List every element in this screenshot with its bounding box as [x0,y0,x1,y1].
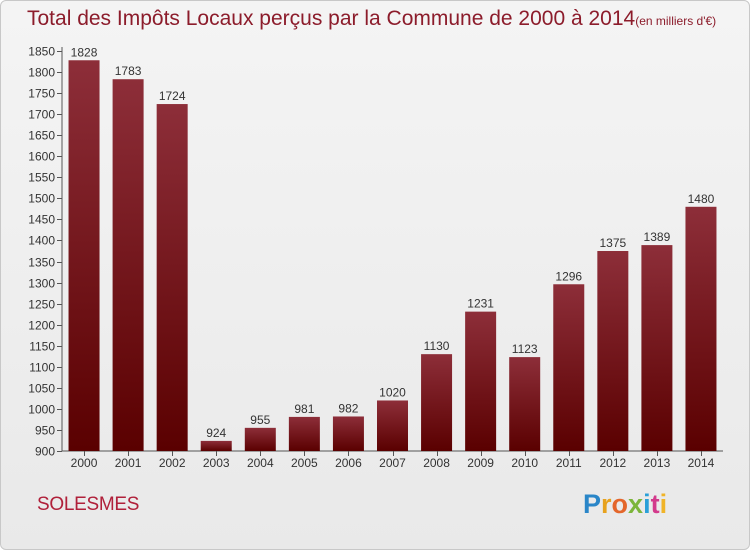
x-tick-label: 2011 [556,456,582,470]
x-tick-label: 2010 [511,456,538,470]
bar-value-label: 1828 [71,45,98,59]
bar [377,400,408,451]
y-tick-label: 1550 [28,171,55,185]
bar [509,357,541,451]
x-tick-label: 2009 [467,456,494,470]
x-tick-label: 2005 [291,456,318,470]
bar-value-label: 981 [294,402,314,416]
bar-value-label: 1375 [599,236,626,250]
y-tick-label: 900 [35,445,55,459]
logo-letter: t [650,489,660,519]
y-tick-label: 1800 [28,66,55,80]
bar-value-label: 955 [250,413,270,427]
bars [68,60,717,452]
logo-letter: r [601,489,612,519]
bar [553,284,585,451]
y-tick-label: 1750 [28,87,55,101]
data-labels: 1828 1783 1724 924 955 981 982 1020 1130 1231 1123… [71,45,715,440]
bar-value-label: 1724 [159,89,186,103]
bar-value-label: 1389 [644,230,671,244]
x-tick-label: 2000 [71,456,98,470]
bar [112,79,144,452]
y-tick-label: 1150 [29,340,55,354]
y-tick-label: 1850 [28,45,55,59]
commune-name: SOLESMES [37,494,140,515]
bar-value-label: 1296 [555,269,582,283]
x-tick-label: 2002 [159,456,186,470]
x-tick-label: 2006 [335,456,362,470]
x-tick-label: 2003 [203,456,230,470]
bar [597,251,629,451]
bar [244,427,276,451]
bar [68,60,100,452]
y-tick-label: 1300 [28,277,55,291]
bar-value-label: 924 [206,426,226,440]
x-axis: 2000 2001 2002 2003 2004 2005 2006 2007 2008 2009… [62,450,723,470]
bar-value-label: 1231 [467,297,494,311]
x-tick-label: 2012 [599,456,626,470]
bar [156,104,188,451]
y-tick-label: 1350 [28,256,55,270]
logo-letter: o [611,489,629,519]
y-tick-label: 1050 [28,382,55,396]
y-tick-label: 950 [35,424,55,438]
logo-letter: i [659,489,668,519]
y-tick-label: 1100 [29,361,55,375]
y-tick-label: 1700 [28,108,55,122]
logo-letter: x [628,489,644,519]
logo-letter: P [583,489,602,519]
y-tick-label: 1450 [28,213,55,227]
bar [200,440,232,451]
chart-title-unit: (en milliers d'€) [635,14,717,28]
bar [421,354,453,451]
y-tick-label: 1250 [28,298,55,312]
x-tick-label: 2013 [644,456,671,470]
bar [288,416,320,451]
y-tick-label: 1650 [28,129,55,143]
bar [641,245,673,451]
bar [332,416,364,451]
y-tick-label: 1500 [28,192,55,206]
bar-value-label: 1130 [424,339,450,353]
bar [465,311,497,451]
bar-value-label: 1020 [379,385,406,399]
y-tick-label: 1400 [28,234,55,248]
logo-letter: i [643,489,651,519]
y-tick-label: 1600 [28,150,55,164]
y-axis: 900 950 1000 1050 1100 1150 1200 1250 1300 1350 14… [28,45,63,459]
bar [685,206,717,451]
y-tick-label: 1200 [28,319,55,333]
x-tick-label: 2008 [423,456,450,470]
x-tick-label: 2001 [115,456,142,470]
proxiti-logo: Proxiti [583,489,667,520]
bar-value-label: 1480 [688,192,715,206]
x-tick-label: 2004 [247,456,274,470]
y-tick-label: 1000 [28,403,55,417]
bar-value-label: 1123 [512,342,538,356]
x-tick-label: 2007 [379,456,406,470]
chart-title: Total des Impôts Locaux perçus par la Co… [27,7,716,31]
chart-title-text: Total des Impôts Locaux perçus par la Co… [27,7,636,30]
bar-value-label: 982 [338,401,358,415]
bar-value-label: 1783 [115,64,142,78]
x-tick-label: 2014 [688,456,715,470]
